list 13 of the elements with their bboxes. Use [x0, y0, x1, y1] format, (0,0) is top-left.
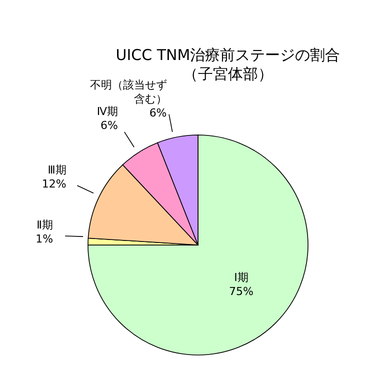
chart-title: UICC TNM治療前ステージの割合: [114, 46, 342, 65]
slice-label: Ⅰ期: [234, 271, 248, 284]
data-label: 1%: [36, 232, 54, 246]
data-label: 12%: [42, 177, 66, 190]
chart-subtitle: （子宮体部）: [183, 65, 273, 83]
slice-label: 不明（該当せず含む）: [90, 78, 167, 106]
data-label: 6%: [149, 106, 167, 120]
data-label: 6%: [100, 118, 118, 132]
pie-slice: [88, 134, 308, 356]
slice-label: Ⅱ期: [36, 218, 54, 232]
slice-label: Ⅲ期: [48, 163, 66, 176]
data-label: 75%: [229, 285, 254, 298]
slice-label: Ⅳ期: [96, 104, 118, 118]
